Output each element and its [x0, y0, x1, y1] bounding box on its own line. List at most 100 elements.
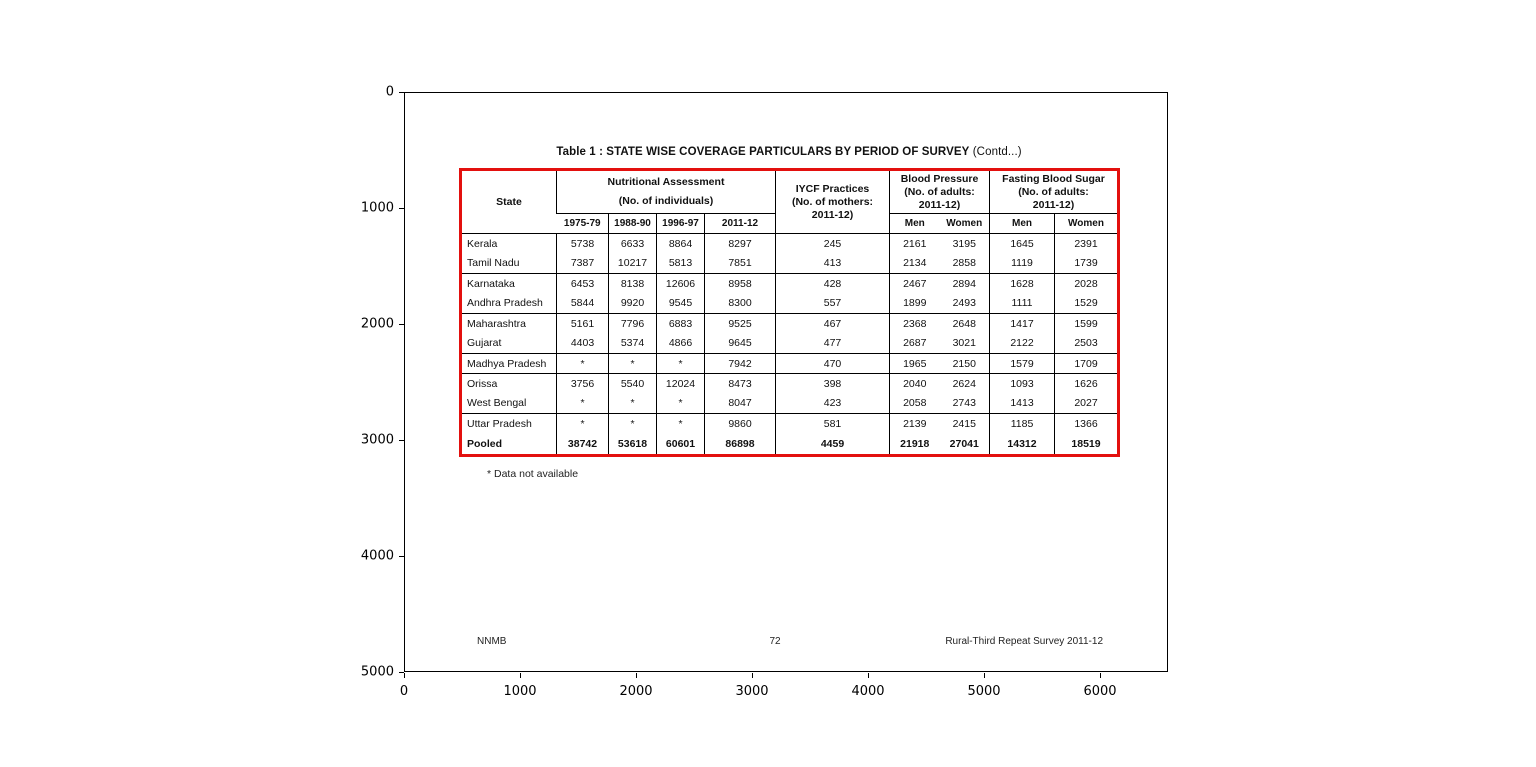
- value-cell: 557: [775, 293, 890, 314]
- value-cell: 2687: [889, 333, 940, 354]
- table-row: Kerala 5738 6633 8864 8297 245 2161 3195 1645 239…: [460, 233, 1119, 254]
- value-cell: 1626: [1054, 373, 1119, 394]
- col-header-bp-men: Men: [889, 213, 940, 234]
- x-axis-tick: 0: [399, 684, 409, 699]
- x-tick-mark: [984, 673, 985, 678]
- state-cell: Andhra Pradesh: [467, 297, 543, 310]
- value-cell: 8473: [704, 373, 776, 394]
- value-cell: 1366: [1054, 413, 1119, 434]
- nutritional-title: Nutritional Assessment: [607, 176, 725, 188]
- x-tick-mark: [1100, 673, 1101, 678]
- iycf-line2: (No. of mothers:: [791, 195, 874, 208]
- table-row: Gujarat 4403 5374 4866 9645 477 2687 3021 2122 25…: [461, 333, 1119, 354]
- y-tick-mark: [399, 208, 404, 209]
- x-tick-mark: [868, 673, 869, 678]
- state-cell: Orissa: [460, 373, 557, 394]
- value-cell: *: [656, 393, 705, 414]
- value-cell: 12606: [656, 273, 705, 294]
- value-cell: 2624: [939, 373, 990, 394]
- value-cell: 18519: [1054, 433, 1119, 456]
- x-tick-mark: [636, 673, 637, 678]
- coverage-table: State Nutritional Assessment (No. of ind…: [459, 168, 1120, 457]
- value-cell: 8300: [704, 293, 776, 314]
- value-cell: 8047: [704, 393, 776, 414]
- value-cell: 1093: [989, 373, 1055, 394]
- document-title: Table 1 : STATE WISE COVERAGE PARTICULAR…: [460, 146, 1118, 158]
- x-tick-mark: [752, 673, 753, 678]
- state-cell: Maharashtra: [460, 313, 557, 334]
- table-row: Pooled 38742 53618 60601 86898 4459 21918 27041…: [461, 433, 1119, 456]
- state-cell: Pooled: [467, 437, 503, 450]
- value-cell: 245: [775, 233, 890, 254]
- value-cell: 470: [775, 353, 890, 374]
- header-row-periods: 1975-79 1988-90 1996-97 2011-12 Men Wome…: [461, 213, 1119, 234]
- value-cell: 7796: [608, 313, 657, 334]
- y-axis-tick: 0: [385, 84, 394, 100]
- x-tick-mark: [520, 673, 521, 678]
- col-header-iycf: IYCF Practices (No. of mothers: 2011-12): [775, 169, 890, 234]
- col-header-1988-90: 1988-90: [608, 213, 657, 234]
- value-cell: 2503: [1054, 333, 1119, 354]
- value-cell: 6883: [656, 313, 705, 334]
- value-cell: 8297: [704, 233, 776, 254]
- value-cell: 2493: [952, 297, 976, 310]
- value-cell: 3195: [939, 233, 990, 254]
- value-cell: 398: [775, 373, 890, 394]
- col-header-fasting-blood-sugar: Fasting Blood Sugar (No. of adults: 2011…: [989, 169, 1119, 214]
- col-header-fbs-men: Men: [989, 213, 1055, 234]
- value-cell: 1599: [1054, 313, 1119, 334]
- value-cell: 2122: [989, 333, 1055, 354]
- value-cell: 86898: [704, 433, 776, 456]
- value-cell: 9645: [704, 333, 776, 354]
- value-cell: 2648: [939, 313, 990, 334]
- y-tick-mark: [399, 556, 404, 557]
- footnote: * Data not available: [487, 468, 579, 480]
- bp-line2: (No. of adults:: [904, 185, 975, 198]
- value-cell: 7387: [556, 253, 609, 274]
- value-cell: 27041: [949, 437, 979, 450]
- x-axis-tick: 4000: [851, 684, 885, 699]
- table-title-contd: (Contd...): [969, 146, 1022, 158]
- col-header-state: State: [496, 196, 522, 208]
- value-cell: 1739: [1054, 253, 1119, 274]
- value-cell: 1899: [889, 293, 940, 314]
- bp-line1: Blood Pressure: [900, 172, 979, 185]
- value-cell: 2391: [1054, 233, 1119, 254]
- value-cell: 6453: [556, 273, 609, 294]
- value-cell: 1111: [989, 293, 1055, 314]
- y-tick-mark: [399, 440, 404, 441]
- value-cell: 2134: [889, 253, 940, 274]
- value-cell: 2058: [889, 393, 940, 414]
- state-cell: West Bengal: [467, 397, 527, 410]
- value-cell: 9525: [704, 313, 776, 334]
- value-cell: 5374: [608, 333, 657, 354]
- header-row-groups: State Nutritional Assessment (No. of ind…: [461, 169, 1119, 234]
- value-cell: *: [608, 393, 657, 414]
- footer-page-number: 72: [769, 636, 781, 647]
- value-cell: 7851: [704, 253, 776, 274]
- value-cell: *: [608, 353, 657, 374]
- col-header-blood-pressure: Blood Pressure (No. of adults: 2011-12): [889, 169, 990, 214]
- col-header-fbs-women: Women: [1054, 213, 1119, 234]
- value-cell: 5844: [556, 293, 609, 314]
- value-cell: 1417: [989, 313, 1055, 334]
- y-axis-tick: 1000: [360, 200, 394, 216]
- value-cell: 6633: [608, 233, 657, 254]
- value-cell: 423: [775, 393, 890, 414]
- bp-line3: 2011-12): [918, 198, 961, 211]
- x-axis-tick: 3000: [735, 684, 769, 699]
- col-header-bp-women: Women: [939, 213, 990, 234]
- state-cell: Uttar Pradesh: [460, 413, 557, 434]
- value-cell: 8138: [608, 273, 657, 294]
- table-row: West Bengal * * * 8047 423 2058 2743 1413 2027: [461, 393, 1119, 414]
- value-cell: 1628: [989, 273, 1055, 294]
- iycf-line3: 2011-12): [811, 208, 854, 221]
- value-cell: 1119: [989, 253, 1055, 274]
- col-header-1975-79: 1975-79: [556, 213, 609, 234]
- y-axis-tick: 2000: [360, 316, 394, 332]
- value-cell: 477: [775, 333, 890, 354]
- value-cell: *: [556, 413, 609, 434]
- y-axis-tick: 5000: [360, 664, 394, 680]
- value-cell: *: [556, 393, 609, 414]
